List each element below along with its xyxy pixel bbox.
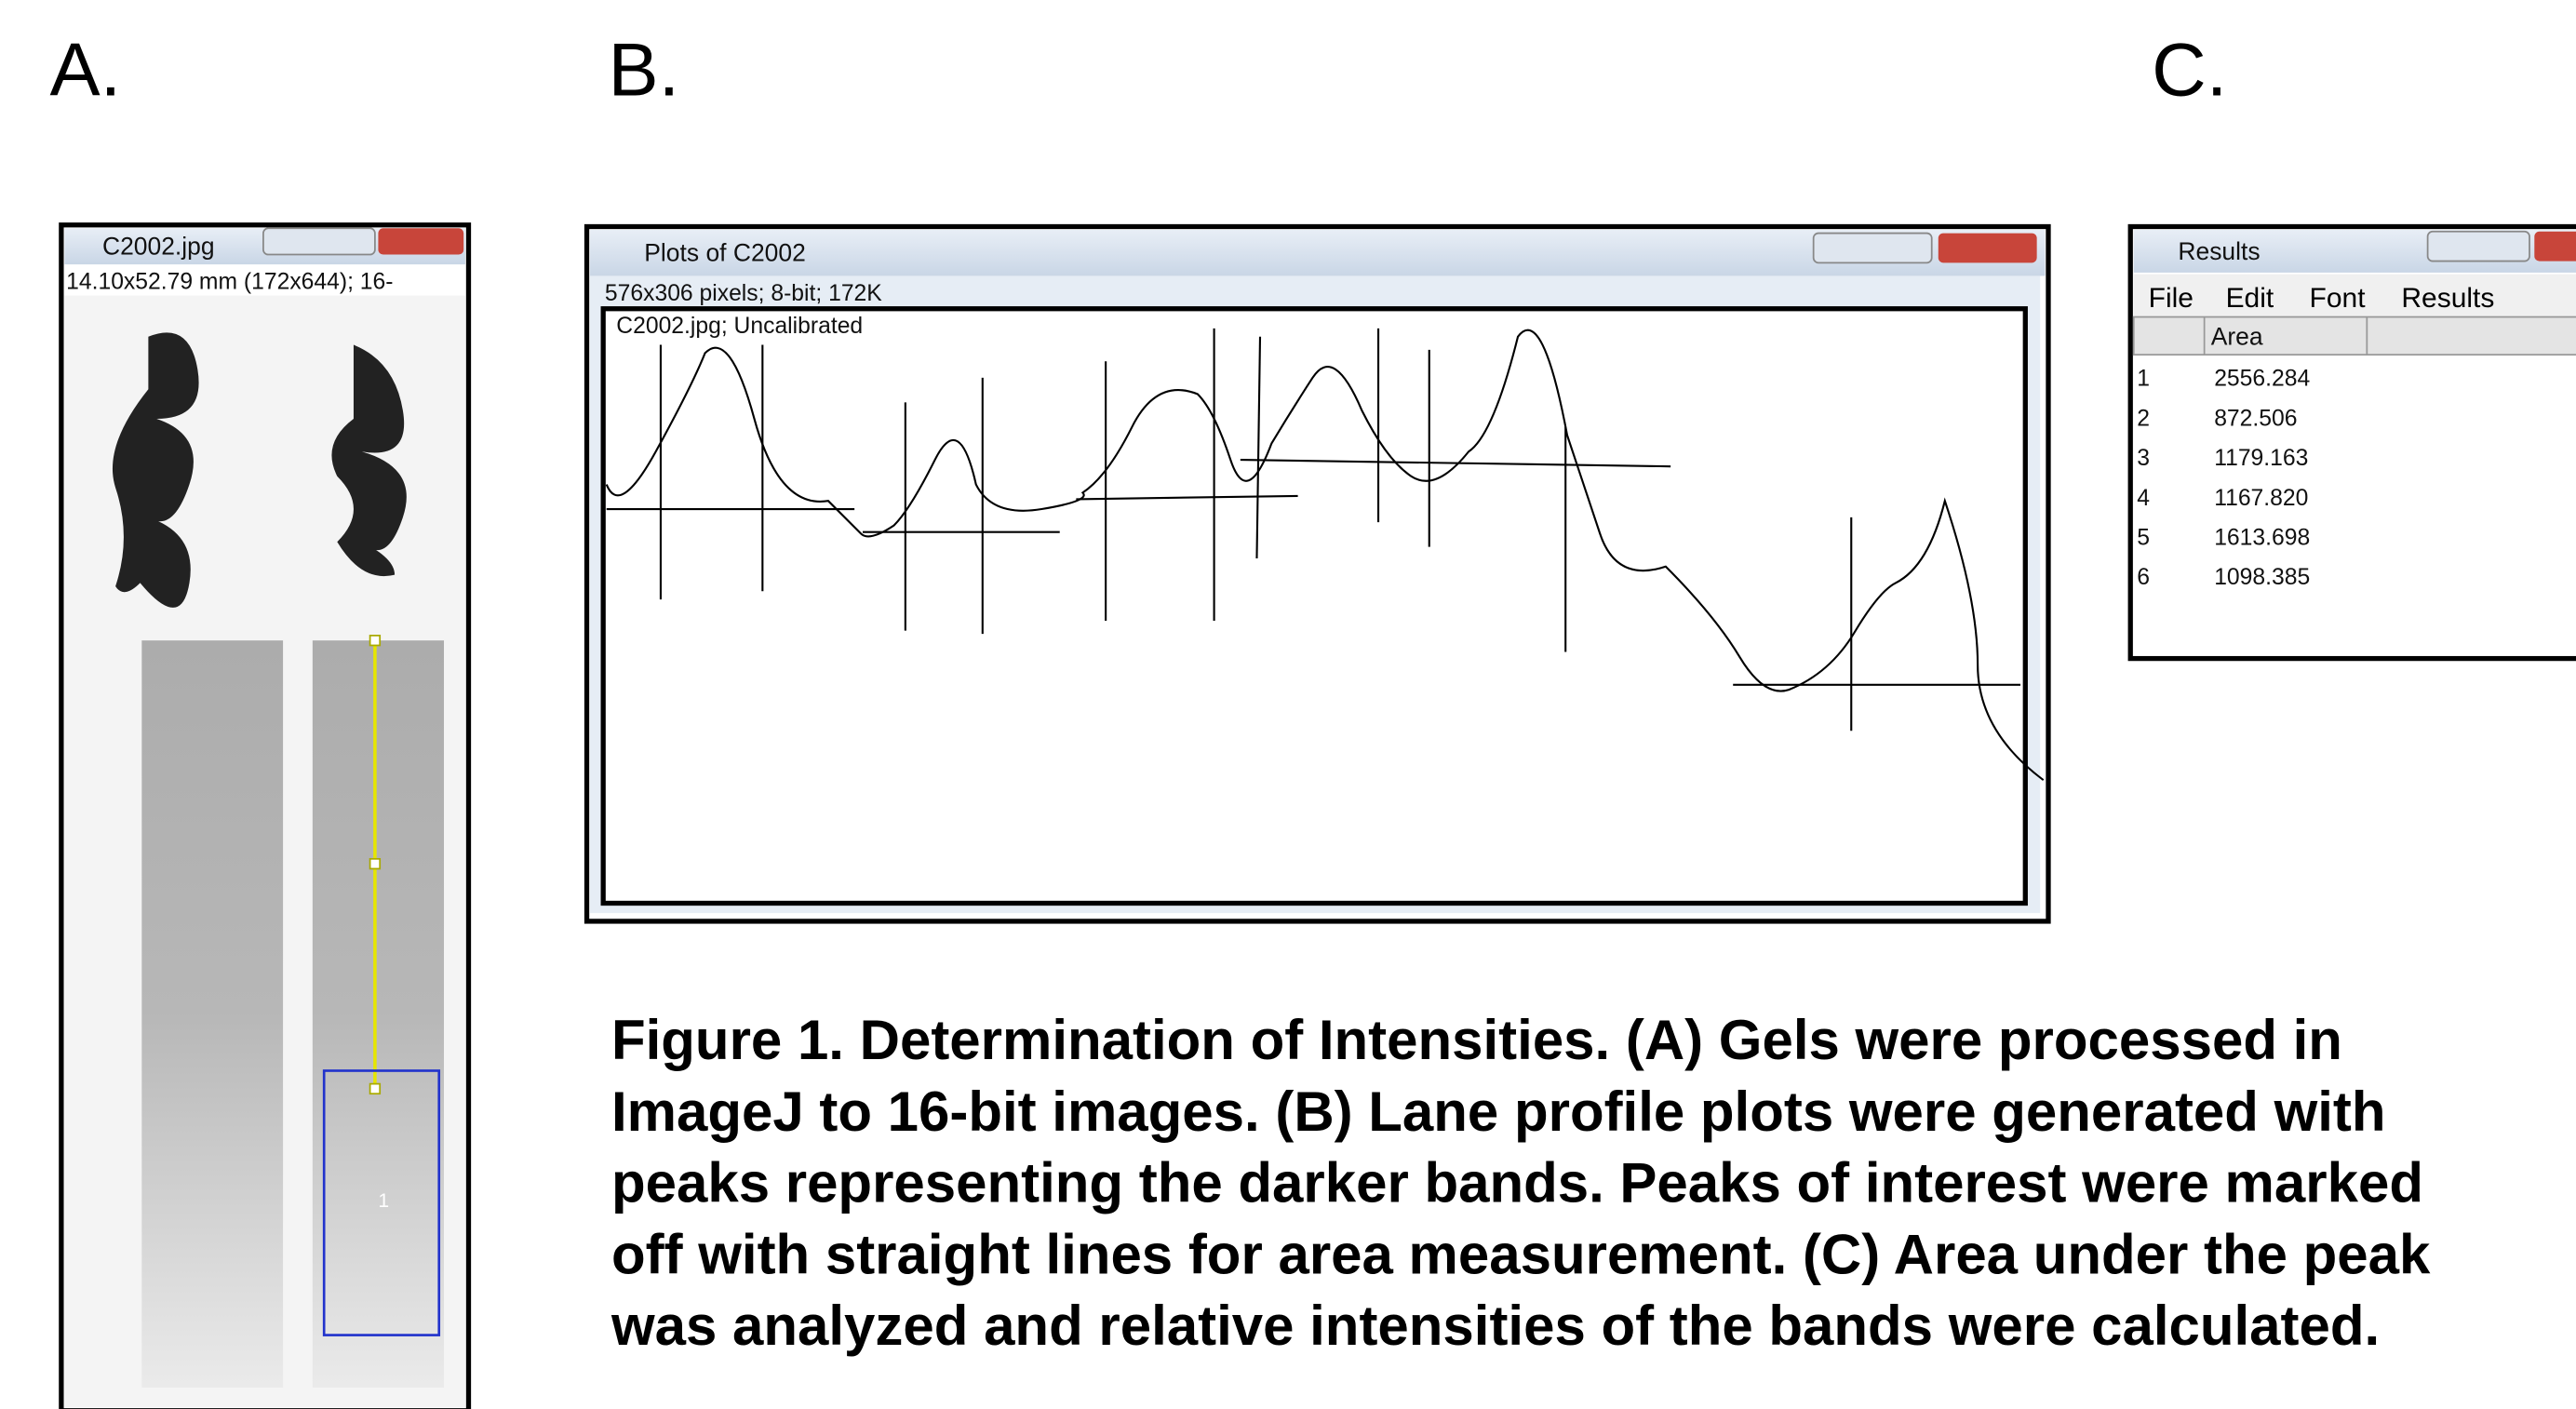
column-header: Area: [2211, 323, 2263, 351]
window-a: C2002.jpg 14.10x52.79 mm (172x644); 16- …: [61, 225, 469, 1409]
image-info: 576x306 pixels; 8-bit; 172K: [605, 281, 882, 306]
area-value: 1167.820: [2214, 486, 2308, 511]
menu-item[interactable]: Results: [2401, 283, 2494, 314]
close-button[interactable]: [2534, 232, 2576, 262]
image-info: 14.10x52.79 mm (172x644); 16-: [66, 270, 393, 295]
window-button[interactable]: [263, 228, 375, 254]
panel-label: B.: [608, 28, 679, 112]
window-button[interactable]: [2428, 232, 2529, 262]
row-index: 3: [2137, 446, 2150, 471]
menu-item[interactable]: Edit: [2226, 283, 2274, 314]
caption-line: was analyzed and relative intensities of…: [610, 1295, 2380, 1357]
row-index: 6: [2137, 565, 2150, 590]
close-button[interactable]: [1939, 234, 2037, 263]
window-button[interactable]: [1814, 234, 1932, 263]
panel-label: C.: [2152, 28, 2227, 112]
window-b: Plots of C2002 576x306 pixels; 8-bit; 17…: [587, 227, 2048, 921]
area-value: 872.506: [2214, 406, 2297, 431]
close-button[interactable]: [378, 228, 463, 254]
caption-line: peaks representing the darker bands. Pea…: [611, 1152, 2423, 1214]
window-c: Results File Edit Font Results Area 1 2556.2…: [2130, 227, 2576, 659]
window-title: Plots of C2002: [644, 239, 806, 267]
area-value: 1098.385: [2214, 565, 2310, 590]
area-value: 2556.284: [2214, 367, 2310, 392]
plot-label: C2002.jpg; Uncalibrated: [616, 314, 863, 339]
menu-item[interactable]: Font: [2310, 283, 2367, 314]
window-title: C2002.jpg: [102, 233, 215, 261]
caption-line: off with straight lines for area measure…: [611, 1223, 2431, 1285]
page: A. B. C. C2002.jpg 14.10x52.79 mm (172x6…: [0, 0, 2576, 1409]
figure: A. B. C. C2002.jpg 14.10x52.79 mm (172x6…: [0, 0, 2576, 1409]
window-title: Results: [2178, 237, 2260, 265]
menu-item[interactable]: File: [2149, 283, 2194, 314]
row-index: 1: [2137, 367, 2150, 392]
caption-line: Figure 1. Determination of Intensities. …: [611, 1009, 2342, 1071]
area-value: 1613.698: [2214, 525, 2310, 550]
panel-label: A.: [50, 28, 122, 112]
roi-label: 1: [378, 1190, 389, 1212]
row-index: 2: [2137, 406, 2150, 431]
caption-line: ImageJ to 16-bit images. (B) Lane profil…: [611, 1080, 2386, 1143]
row-index: 5: [2137, 525, 2150, 550]
row-index: 4: [2137, 486, 2150, 511]
area-value: 1179.163: [2214, 446, 2308, 471]
